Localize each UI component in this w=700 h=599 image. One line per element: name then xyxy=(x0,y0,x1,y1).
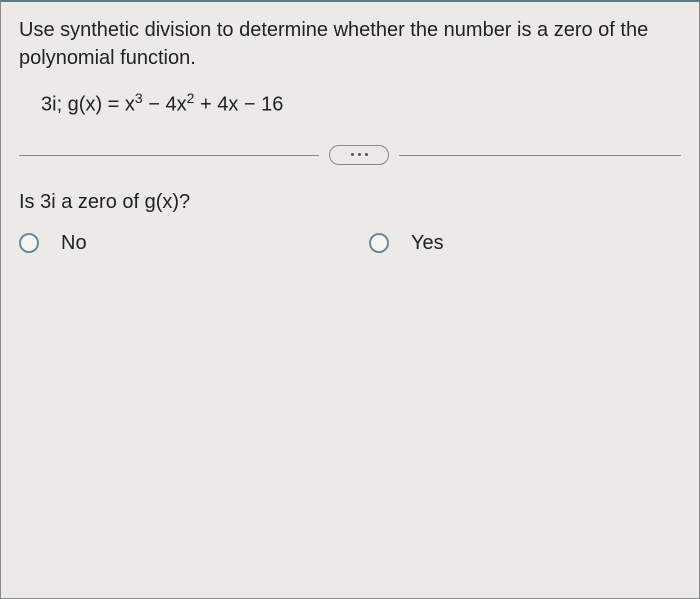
equation-display: 3i; g(x) = x3 − 4x2 + 4x − 16 xyxy=(41,90,681,117)
option-yes[interactable]: Yes xyxy=(369,232,444,255)
expand-button[interactable] xyxy=(329,145,389,165)
divider-row xyxy=(19,145,681,165)
radio-icon xyxy=(19,233,39,253)
option-label: Yes xyxy=(411,232,444,255)
option-label: No xyxy=(61,232,87,255)
equation-exponent: 3 xyxy=(135,90,143,106)
question-text: Is 3i a zero of g(x)? xyxy=(19,191,681,214)
divider-line xyxy=(399,155,681,156)
instructions-text: Use synthetic division to determine whet… xyxy=(19,16,681,72)
ellipsis-icon xyxy=(365,153,368,156)
divider-line xyxy=(19,155,319,156)
options-row: No Yes xyxy=(19,232,681,255)
radio-icon xyxy=(369,233,389,253)
ellipsis-icon xyxy=(351,153,354,156)
ellipsis-icon xyxy=(358,153,361,156)
equation-part: 3i; g(x) = x xyxy=(41,94,135,116)
equation-part: − 4x xyxy=(143,94,187,116)
equation-part: + 4x − 16 xyxy=(194,94,283,116)
question-container: Use synthetic division to determine whet… xyxy=(0,0,700,599)
option-no[interactable]: No xyxy=(19,232,369,255)
